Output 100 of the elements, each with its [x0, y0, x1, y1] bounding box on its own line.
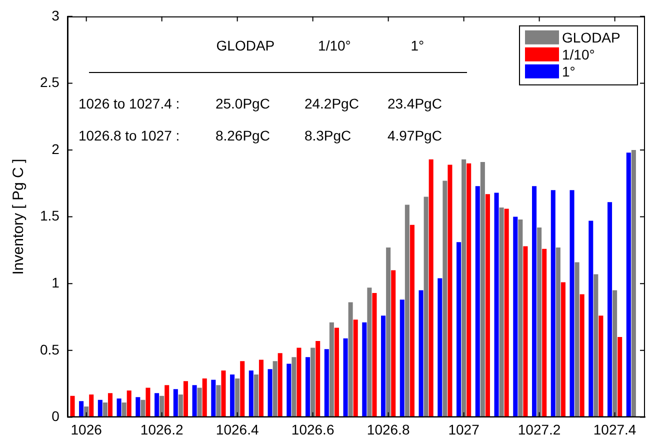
bar: [494, 192, 499, 418]
bar: [173, 389, 178, 418]
bar: [556, 248, 560, 418]
bar: [70, 396, 75, 418]
bar: [211, 380, 216, 418]
bar: [542, 248, 547, 418]
bar: [240, 361, 245, 418]
bar: [381, 316, 386, 418]
annotation: 24.2PgC: [304, 95, 359, 112]
bar: [235, 378, 240, 418]
bar: [146, 388, 150, 418]
annotation: 25.0PgC: [215, 95, 270, 112]
bar: [221, 370, 226, 418]
bar: [272, 361, 278, 418]
bar: [306, 357, 310, 418]
bar: [618, 337, 622, 418]
y-tick-label: 2.5: [40, 74, 60, 90]
y-tick-label: 2: [52, 140, 60, 157]
bar: [126, 390, 132, 418]
bar: [254, 374, 258, 418]
bar: [178, 394, 183, 418]
annotation: 8.3PgC: [304, 127, 352, 144]
bar: [353, 320, 358, 418]
bar: [424, 196, 428, 418]
bar: [485, 194, 490, 418]
bar: [499, 207, 504, 418]
x-tick-label: 1026.8: [366, 421, 410, 438]
bar: [329, 322, 334, 418]
bar: [258, 360, 264, 418]
bar: [136, 397, 140, 418]
bar: [560, 282, 566, 418]
annotation: 1/10°: [318, 37, 351, 54]
legend-label: 1°: [562, 63, 576, 80]
bar: [537, 227, 542, 418]
bar: [372, 292, 377, 418]
bar: [367, 288, 372, 418]
bar: [570, 190, 574, 418]
bar: [140, 400, 146, 418]
bar: [292, 357, 296, 418]
bar: [480, 162, 485, 418]
y-tick-label: 3: [52, 7, 60, 24]
bar: [462, 159, 466, 418]
bar: [230, 374, 235, 418]
bar: [334, 328, 339, 418]
bar: [418, 290, 424, 418]
bar: [550, 190, 556, 418]
x-tick-label: 1027: [448, 421, 480, 438]
annotation: 1026 to 1027.4 :: [78, 95, 180, 112]
bar: [456, 242, 462, 418]
x-tick-label: 1026.4: [216, 421, 259, 438]
bar: [428, 159, 434, 418]
bar: [348, 302, 353, 418]
legend-label: GLODAP: [562, 29, 620, 46]
y-axis-title: Inventory [ Pg C ]: [10, 158, 28, 275]
bar: [183, 381, 188, 418]
legend-label: 1/10°: [562, 46, 595, 62]
bar: [612, 290, 618, 418]
annotation: 1°: [410, 37, 424, 54]
bar: [154, 393, 160, 418]
bar: [404, 204, 410, 418]
bar: [343, 338, 348, 418]
bar: [79, 401, 84, 418]
bar: [316, 341, 320, 418]
bar: [523, 246, 528, 418]
bar: [626, 152, 631, 418]
bar: [278, 353, 282, 418]
bar: [108, 393, 113, 418]
bar: [598, 316, 604, 418]
annotation: 1026.8 to 1027 :: [78, 127, 180, 144]
bar: [391, 270, 396, 418]
y-tick-label: 1.5: [40, 208, 60, 224]
bar: [122, 402, 126, 418]
bar: [631, 150, 636, 418]
bar: [532, 186, 537, 418]
x-tick-label: 1026: [70, 421, 102, 438]
bar: [248, 370, 254, 418]
bar: [448, 164, 452, 418]
bar: [608, 202, 612, 418]
bar: [296, 348, 302, 418]
y-tick-label: 0.5: [40, 341, 60, 358]
bar: [588, 220, 594, 418]
bar: [466, 163, 472, 418]
x-tick-label: 1027.4: [593, 421, 636, 438]
bar: [442, 180, 448, 418]
bar: [268, 369, 272, 418]
bar: [362, 322, 367, 418]
bar: [197, 388, 202, 418]
bar: [438, 278, 442, 418]
bar: [594, 274, 598, 418]
annotation: 4.97PgC: [387, 127, 442, 144]
bar: [102, 402, 108, 418]
y-tick-label: 0: [52, 408, 60, 424]
x-tick-label: 1026.6: [291, 421, 334, 438]
bar: [518, 219, 523, 418]
annotation: 23.4PgC: [387, 95, 442, 112]
annotation: 8.26PgC: [215, 127, 270, 144]
bar: [475, 186, 480, 418]
bar: [400, 300, 404, 418]
annotation: GLODAP: [216, 37, 275, 54]
bar: [580, 294, 584, 418]
